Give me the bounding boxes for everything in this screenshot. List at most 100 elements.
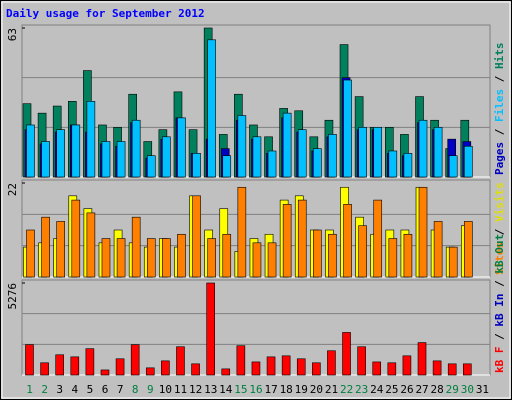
chart-title: Daily usage for September 2012: [6, 7, 205, 20]
bar: [86, 212, 96, 278]
bar: [101, 238, 111, 278]
x-tick-label: 19: [295, 383, 308, 396]
y-tick-label: 5276: [6, 283, 19, 310]
bar: [281, 355, 291, 376]
bar: [116, 238, 126, 278]
bar: [463, 363, 472, 376]
legend-separator: /: [493, 69, 506, 89]
legend-entry: Sites: [493, 242, 506, 275]
bar: [222, 155, 232, 178]
bar: [161, 360, 170, 376]
bar: [312, 362, 321, 376]
bar: [328, 233, 337, 278]
bar: [177, 233, 186, 278]
x-tick-label: 9: [147, 383, 154, 396]
bar: [464, 221, 473, 278]
bar: [313, 148, 322, 178]
x-tick-label: 20: [310, 383, 323, 396]
bar: [162, 238, 171, 278]
x-tick-label: 10: [159, 383, 172, 396]
bar: [388, 238, 398, 278]
bar: [267, 242, 277, 278]
bar: [447, 363, 457, 376]
bar: [236, 345, 246, 376]
legend-separator: /: [493, 327, 506, 347]
bar: [342, 332, 351, 376]
bar: [206, 282, 215, 376]
bar: [56, 129, 65, 178]
bar: [177, 117, 186, 178]
panel: [21, 279, 491, 376]
bar: [464, 145, 473, 178]
bar: [222, 233, 232, 278]
legend-separator: /: [493, 222, 506, 242]
bar: [101, 141, 111, 178]
x-tick-label: 13: [204, 383, 217, 396]
bar: [358, 127, 367, 178]
x-tick-label: 12: [189, 383, 202, 396]
bar: [297, 199, 307, 278]
bar: [191, 363, 200, 376]
bar: [71, 124, 81, 178]
bar: [433, 221, 443, 278]
bar: [417, 342, 427, 376]
legend: kB F / kB In / kB Out: [493, 234, 506, 373]
bar: [207, 238, 216, 278]
legend: Pages / Files / Hits: [493, 43, 506, 176]
bar: [313, 229, 322, 278]
x-tick-label: 3: [56, 383, 63, 396]
bar: [432, 360, 442, 376]
bar: [251, 361, 261, 376]
bar: [267, 150, 277, 178]
bar: [237, 186, 247, 278]
x-tick-label: 17: [264, 383, 277, 396]
bar: [100, 369, 110, 376]
y-tick-label: 63: [6, 28, 19, 41]
bar: [207, 39, 216, 178]
bar: [131, 216, 141, 278]
legend-entry: kB In: [493, 294, 506, 327]
bar: [448, 155, 458, 178]
x-tick-label: 2: [41, 383, 48, 396]
bar: [145, 367, 155, 376]
bar: [71, 199, 81, 278]
bar: [221, 368, 231, 376]
bar: [146, 238, 156, 278]
x-tick-label: 14: [219, 383, 233, 396]
x-tick-label: 26: [400, 383, 413, 396]
x-tick-label: 11: [174, 383, 187, 396]
x-tick-label: 8: [132, 383, 139, 396]
x-tick-label: 30: [461, 383, 474, 396]
x-tick-label: 16: [249, 383, 262, 396]
x-tick-label: 18: [280, 383, 293, 396]
bar: [192, 153, 201, 178]
bar: [130, 344, 140, 376]
bar: [343, 79, 352, 178]
x-tick-label: 27: [415, 383, 428, 396]
legend-entry: kB F: [493, 347, 506, 374]
x-tick-label: 29: [446, 383, 459, 396]
bar: [448, 246, 458, 278]
x-tick-label: 25: [385, 383, 398, 396]
legend-entry: Visits: [493, 182, 506, 222]
legend-separator: /: [493, 274, 506, 294]
bar: [55, 354, 64, 376]
bar: [26, 229, 35, 278]
x-tick-label: 23: [355, 383, 368, 396]
x-tick-label: 24: [370, 383, 384, 396]
bar: [41, 141, 50, 178]
x-tick-label: 22: [340, 383, 353, 396]
bar: [116, 141, 126, 178]
bar: [402, 355, 412, 376]
bar: [403, 153, 413, 178]
x-tick-label: 7: [117, 383, 124, 396]
bar: [85, 348, 95, 376]
bar: [418, 186, 428, 278]
bar: [296, 358, 306, 376]
bar: [25, 344, 34, 376]
legend-entry: Hits: [493, 43, 506, 70]
bar: [162, 136, 171, 178]
legend-entry: kB Out: [493, 234, 506, 274]
